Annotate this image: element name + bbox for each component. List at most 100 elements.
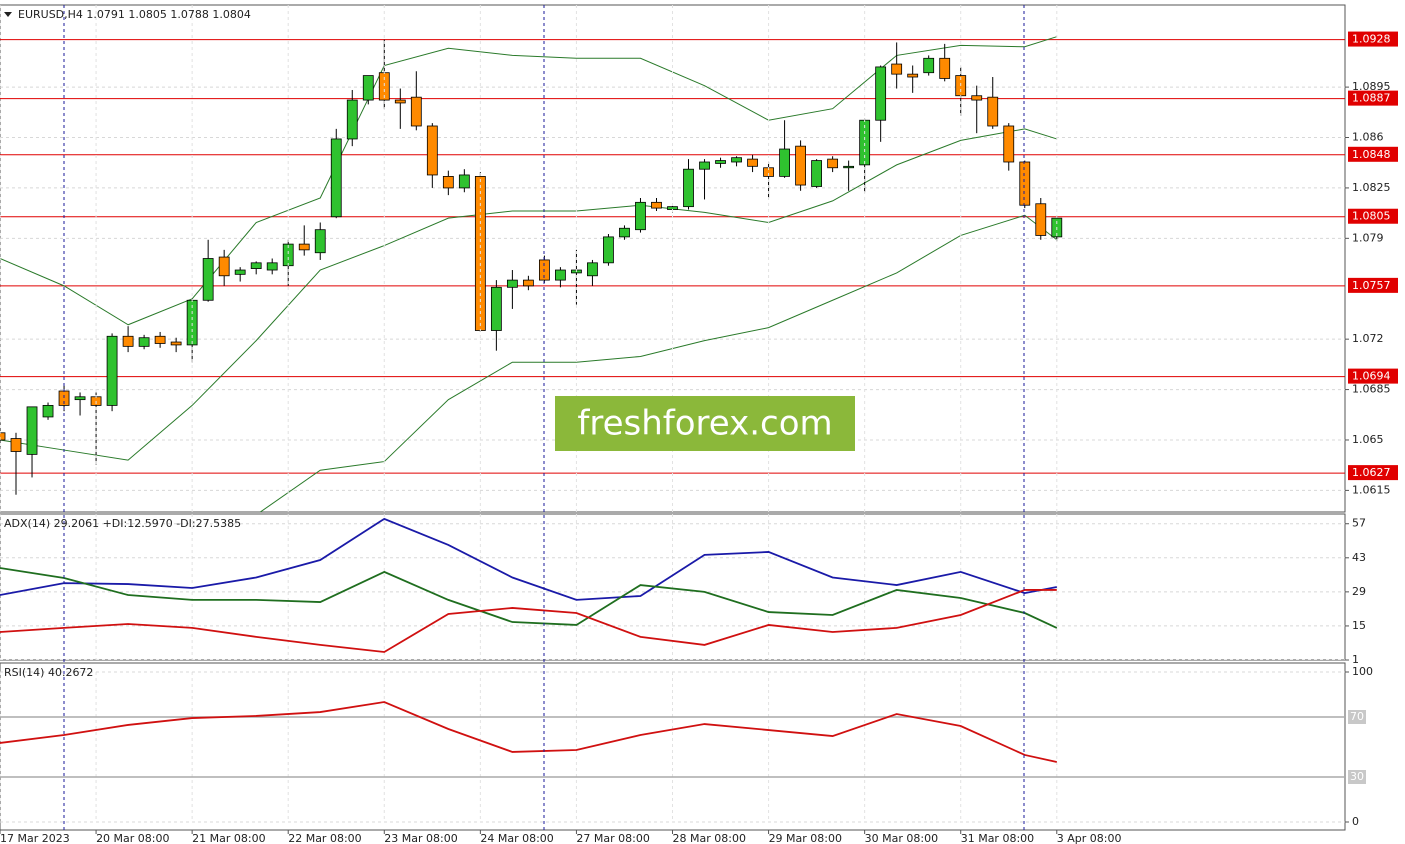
candle-body: [10, 438, 22, 452]
x-tick-label: 20 Mar 08:00: [96, 832, 169, 844]
candle-body: [587, 262, 598, 277]
candle-body: [314, 229, 326, 254]
candle-body: [266, 262, 278, 271]
panel-content: [0, 517, 1345, 660]
candle-body: [442, 176, 454, 189]
level-label: 1.0887: [1352, 92, 1391, 105]
price-axis: 0 100 70 30: [1345, 665, 1373, 828]
candle-body: [827, 158, 839, 169]
y-tick-label: 15: [1352, 619, 1366, 632]
level-label-box: [1348, 710, 1366, 724]
y-tick-label: 1.0895: [1352, 80, 1391, 93]
candle-body: [843, 165, 855, 169]
candle-body: [0, 432, 6, 441]
indicator-line: [0, 567, 1058, 629]
level-label-box: [1348, 277, 1398, 293]
candle-body: [42, 405, 54, 418]
candle-body: [426, 125, 438, 176]
menu-arrow[interactable]: [4, 12, 12, 17]
level-label-box: [1348, 465, 1398, 481]
y-tick-label: 1.079: [1352, 231, 1384, 244]
level-label-box: [1348, 146, 1398, 162]
candle-body: [1003, 125, 1015, 163]
adx-header: ADX(14) 29.2061 +DI:12.5970 -DI:27.5385: [4, 517, 241, 530]
band-middle: [0, 128, 1057, 461]
candle-body: [106, 335, 118, 406]
x-tick-label: 30 Mar 08:00: [865, 832, 938, 844]
candle-body: [795, 145, 806, 186]
y-tick-label: 1.0825: [1352, 181, 1391, 194]
band-lower: [259, 214, 1058, 512]
y-tick-label: 1.0615: [1352, 483, 1391, 496]
candle-body: [74, 396, 86, 401]
candle-body: [875, 66, 887, 121]
x-tick-label: 24 Mar 08:00: [480, 832, 553, 844]
candle-body: [715, 160, 726, 164]
x-tick-label: 31 Mar 08:00: [961, 832, 1034, 844]
candle-body: [747, 158, 758, 167]
level-label-box: [1348, 770, 1366, 784]
candle-body: [346, 99, 358, 140]
candle-body: [522, 279, 534, 287]
y-tick-label: 100: [1352, 665, 1373, 678]
candle-body: [779, 148, 790, 177]
candle-body: [939, 57, 951, 79]
x-tick-label: 21 Mar 08:00: [192, 832, 265, 844]
x-tick-label: 29 Mar 08:00: [769, 832, 842, 844]
y-tick-label: 0: [1352, 815, 1359, 828]
candle-body: [122, 335, 134, 347]
candle-body: [234, 269, 246, 275]
candle-body: [490, 286, 502, 331]
indicator-line: [0, 701, 1057, 763]
level-label: 30: [1350, 770, 1364, 783]
y-tick-label: 1.086: [1352, 131, 1384, 144]
level-label: 1.0805: [1352, 210, 1391, 223]
candle-body: [154, 335, 166, 344]
candle-body: [603, 236, 614, 264]
candle-body: [410, 96, 422, 127]
candle-body: [923, 57, 935, 74]
x-tick-label: 27 Mar 08:00: [576, 832, 649, 844]
candle-body: [811, 160, 823, 187]
x-tick-label: 3 Apr 08:00: [1057, 832, 1122, 844]
level-label-box: [1348, 368, 1398, 384]
indicator-line: [0, 589, 1057, 653]
x-tick-label: 22 Mar 08:00: [288, 832, 361, 844]
candle-body: [218, 256, 230, 277]
candle-body: [619, 227, 630, 238]
level-label-box: [1348, 90, 1398, 106]
x-tick-label: 23 Mar 08:00: [384, 832, 457, 844]
indicator-line: [0, 517, 1057, 601]
candle-body: [458, 174, 470, 189]
candle-body: [651, 201, 662, 209]
candle-body: [635, 201, 646, 231]
y-tick-label: 57: [1352, 517, 1366, 530]
band-upper: [0, 36, 1057, 326]
candle-body: [170, 341, 182, 346]
rsi-header: RSI(14) 40.2672: [4, 666, 93, 679]
level-label: 1.0627: [1352, 466, 1391, 479]
y-tick-label: 1.0685: [1352, 383, 1391, 396]
watermark-text: freshforex.com: [577, 404, 832, 444]
candle-body: [891, 63, 903, 75]
watermark: freshforex.com: [555, 396, 855, 451]
candle-body: [202, 258, 214, 301]
level-label-box: [1348, 208, 1398, 224]
level-label: 1.0848: [1352, 148, 1391, 161]
level-label: 70: [1350, 710, 1364, 723]
candle-body: [731, 157, 742, 163]
level-label: 1.0928: [1352, 33, 1391, 46]
candle-body: [555, 269, 566, 281]
y-tick-label: 1.072: [1352, 332, 1384, 345]
candle-body: [699, 161, 710, 170]
candle-body: [971, 95, 983, 101]
candle-body: [1035, 203, 1047, 236]
candle-body: [298, 243, 310, 251]
candle-body: [1019, 161, 1031, 206]
watermark-box: [555, 396, 855, 451]
x-tick-label: 17 Mar 2023: [0, 832, 70, 844]
candle-body: [683, 168, 694, 208]
y-tick-label: 1.065: [1352, 433, 1384, 446]
y-tick-label: 43: [1352, 551, 1366, 564]
candle-body: [250, 262, 262, 269]
